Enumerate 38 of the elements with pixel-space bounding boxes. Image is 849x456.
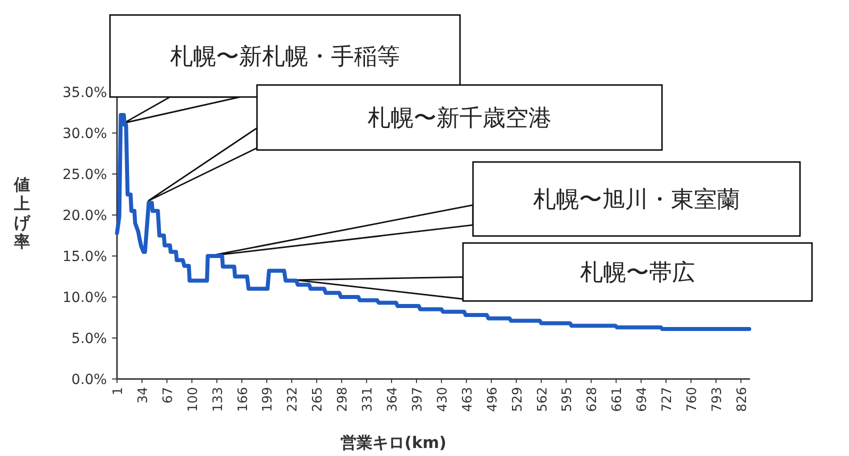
x-tick-label: 694 [635,387,650,412]
x-tick-label: 1 [111,387,126,396]
y-tick-label: 35.0% [62,85,107,101]
x-tick-label: 34 [136,387,151,404]
y-axis-title: 値上げ率 [13,175,31,251]
x-tick-label: 133 [210,387,226,412]
x-axis-title: 営業キロ(km) [340,433,446,452]
x-tick-label: 232 [286,387,301,412]
y-tick-label: 20.0% [62,208,107,224]
x-tick-label: 793 [710,387,725,412]
annotation: 札幌〜旭川・東室蘭 [533,187,740,213]
y-tick-label: 30.0% [62,126,107,142]
x-tick-label: 199 [260,387,276,412]
x-tick-label: 430 [435,387,450,412]
x-tick-label: 496 [485,387,500,412]
x-tick-label: 397 [410,387,426,412]
x-tick-label: 661 [610,387,626,412]
x-tick-label: 760 [685,387,700,412]
x-tick-label: 298 [336,387,351,412]
y-tick-label: 25.0% [62,167,107,183]
x-tick-label: 826 [734,387,750,412]
x-tick-label: 67 [160,387,176,404]
x-tick-label: 166 [236,387,251,412]
x-tick-label: 331 [360,387,376,412]
x-tick-label: 727 [660,387,676,412]
x-tick-label: 529 [510,387,526,412]
x-tick-label: 463 [460,387,476,412]
x-tick-label: 562 [535,387,550,412]
x-tick-label: 364 [386,387,401,412]
annotation: 札幌〜帯広 [580,260,695,286]
x-tick-label: 595 [560,387,576,412]
y-tick-label: 0.0% [71,372,107,388]
y-tick-label: 5.0% [71,331,107,347]
x-tick-label: 265 [310,387,326,412]
y-tick-label: 15.0% [62,249,107,265]
x-tick-label: 628 [585,387,600,412]
x-tick-label: 100 [186,387,201,412]
y-tick-label: 10.0% [62,290,107,306]
